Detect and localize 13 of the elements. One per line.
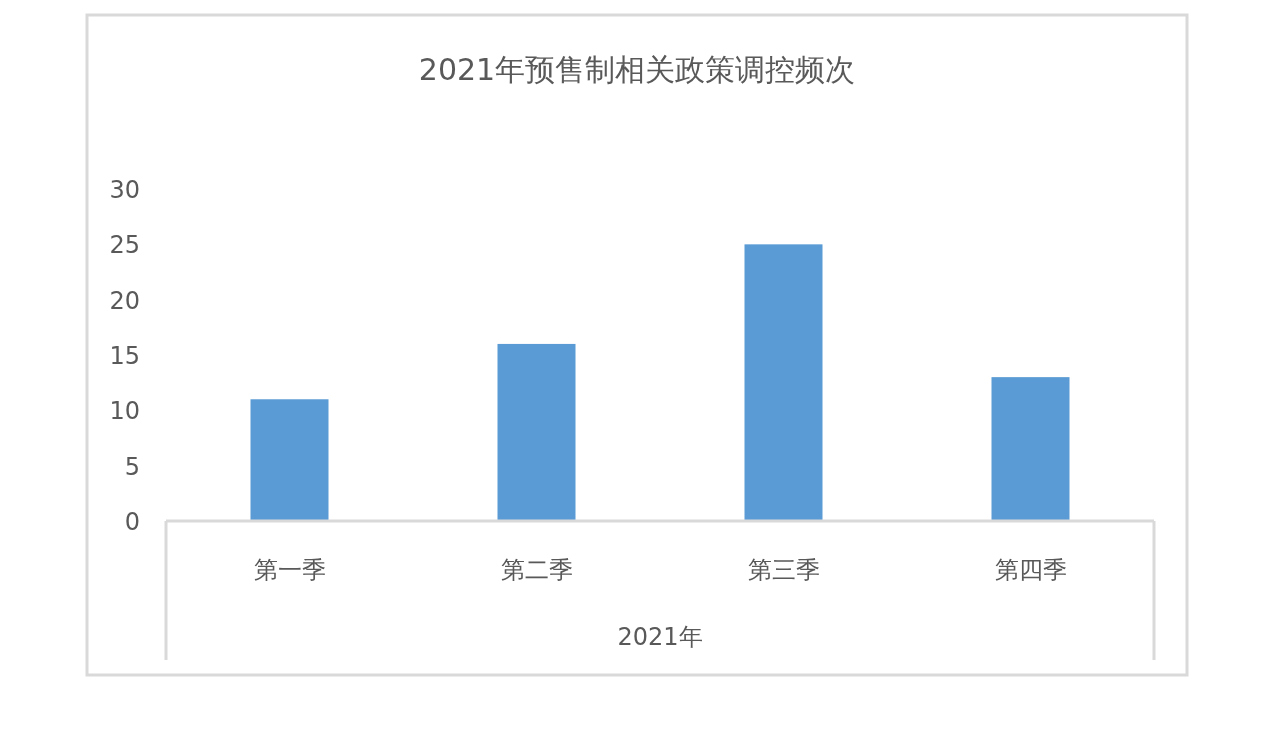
x-tick-label: 第一季 [253, 556, 326, 584]
x-tick-label: 第三季 [747, 556, 820, 584]
x-tick-label: 第四季 [994, 556, 1067, 584]
x-axis-title: 2021年 [617, 623, 703, 651]
y-tick-label: 0 [124, 508, 140, 536]
y-tick-label: 25 [109, 231, 140, 260]
y-tick-label: 5 [124, 452, 140, 481]
x-tick-label: 第二季 [500, 556, 573, 584]
y-tick-label: 30 [109, 176, 140, 204]
y-tick-label: 15 [109, 342, 140, 370]
y-tick-label: 20 [109, 286, 140, 315]
chart-title: 2021年预售制相关政策调控频次 [418, 52, 856, 87]
y-tick-label: 10 [109, 397, 140, 426]
